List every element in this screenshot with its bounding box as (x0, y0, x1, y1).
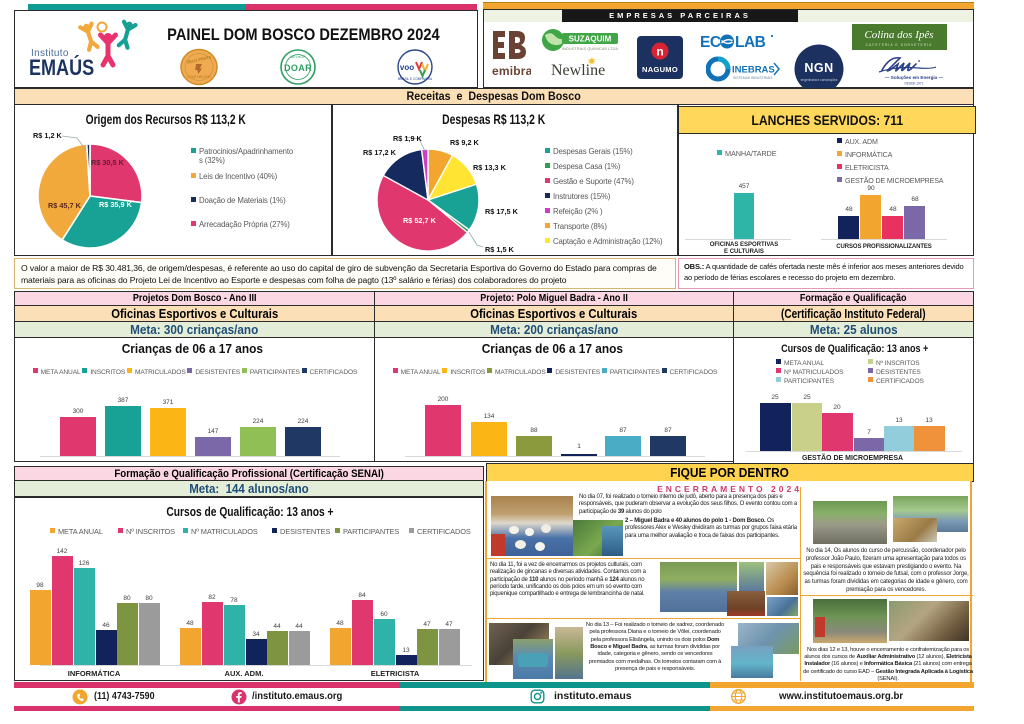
svg-text:R$ 17,2 K: R$ 17,2 K (363, 148, 397, 157)
svg-text:Newline: Newline (551, 62, 605, 79)
svg-text:R$ 1,9 K: R$ 1,9 K (393, 134, 423, 143)
svg-text:Colina dos Ipês: Colina dos Ipês (864, 29, 933, 41)
svg-text:R$ 9,2 K: R$ 9,2 K (450, 138, 480, 147)
svg-text:SELO PRATA: SELO PRATA (186, 54, 212, 64)
svg-text:R$ 1,5 K: R$ 1,5 K (485, 245, 515, 254)
svg-text:— Soluções em Energia —: — Soluções em Energia — (885, 75, 944, 80)
svg-text:R$ 1,2 K: R$ 1,2 K (33, 131, 63, 140)
svg-text:NGN: NGN (804, 61, 833, 75)
svg-text:DESDE 1971: DESDE 1971 (905, 82, 924, 86)
svg-text:R$ 52,7 K: R$ 52,7 K (403, 216, 437, 225)
svg-text:R$ 17,5 K: R$ 17,5 K (485, 207, 519, 216)
svg-text:EC: EC (700, 34, 721, 51)
svg-text:DOAR: DOAR (284, 63, 312, 73)
svg-text:CAFETERIA E SORVETERIA: CAFETERIA E SORVETERIA (866, 43, 933, 47)
svg-text:LAB: LAB (735, 34, 766, 51)
svg-text:NAGUMO: NAGUMO (642, 65, 678, 74)
svg-text:INDUSTRIAS QUIMICAS LTDA: INDUSTRIAS QUIMICAS LTDA (562, 46, 618, 51)
svg-text:SUZAQUIM: SUZAQUIM (569, 35, 612, 44)
svg-text:DOAR MELHOR: DOAR MELHOR (187, 75, 211, 79)
svg-text:MELHOR: MELHOR (290, 55, 306, 59)
svg-text:R$ 13,3 K: R$ 13,3 K (473, 163, 507, 172)
svg-text:n: n (656, 45, 663, 59)
svg-text:R$ 35,9 K: R$ 35,9 K (99, 200, 133, 209)
svg-text:R$ 30,5 K: R$ 30,5 K (91, 158, 125, 167)
svg-text:voo: voo (400, 63, 414, 72)
svg-text:engenharia e construções: engenharia e construções (801, 78, 838, 82)
svg-text:INEBRAS: INEBRAS (732, 65, 775, 76)
svg-text:SISTEMAS INDUSTRIAIS: SISTEMAS INDUSTRIAIS (733, 76, 773, 80)
svg-text:BRASIL E COMPANHIA: BRASIL E COMPANHIA (398, 77, 433, 81)
svg-text:emibra: emibra (492, 64, 531, 78)
svg-text:R$ 45,7 K: R$ 45,7 K (48, 201, 82, 210)
